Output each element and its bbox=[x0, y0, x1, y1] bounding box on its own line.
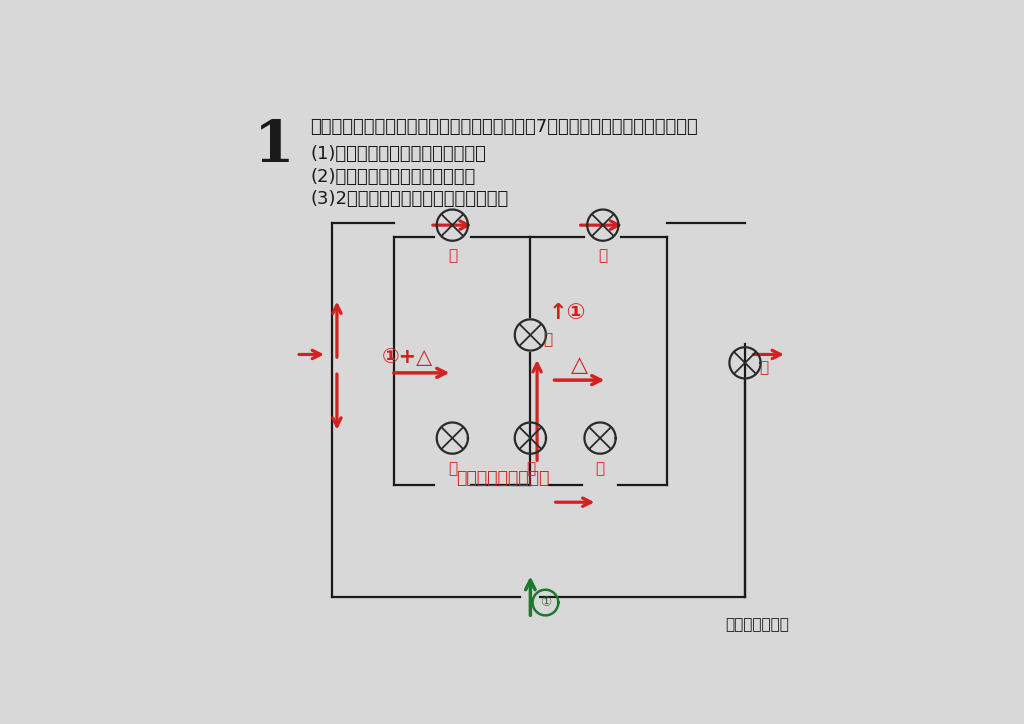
Text: キ: キ bbox=[759, 360, 768, 375]
Text: エ: エ bbox=[447, 461, 457, 476]
Text: (2)最も暗い電球はどれですか。: (2)最も暗い電球はどれですか。 bbox=[310, 168, 475, 186]
Text: ①: ① bbox=[540, 596, 551, 609]
Text: ↑①: ↑① bbox=[548, 303, 586, 323]
Text: (3)2番目に明るい電球はどれですか。: (3)2番目に明るい電球はどれですか。 bbox=[310, 190, 509, 208]
Text: (1)最も明るい電球はどれですか。: (1)最も明るい電球はどれですか。 bbox=[310, 146, 486, 164]
Text: ①+△: ①+△ bbox=[382, 348, 433, 367]
Text: 下記のような回路があり、電池一つにア～きの7つの電球が接続されています。: 下記のような回路があり、電池一つにア～きの7つの電球が接続されています。 bbox=[310, 117, 698, 135]
Text: △: △ bbox=[570, 355, 588, 374]
Text: オ: オ bbox=[525, 461, 535, 476]
Text: ウ: ウ bbox=[544, 332, 553, 348]
Text: カ: カ bbox=[596, 461, 604, 476]
Text: ア: ア bbox=[447, 248, 457, 264]
Text: イ: イ bbox=[598, 248, 607, 264]
Text: ここで分かれている: ここで分かれている bbox=[456, 468, 549, 487]
Text: オリジナル問題: オリジナル問題 bbox=[726, 617, 790, 632]
Text: 1: 1 bbox=[254, 117, 294, 174]
